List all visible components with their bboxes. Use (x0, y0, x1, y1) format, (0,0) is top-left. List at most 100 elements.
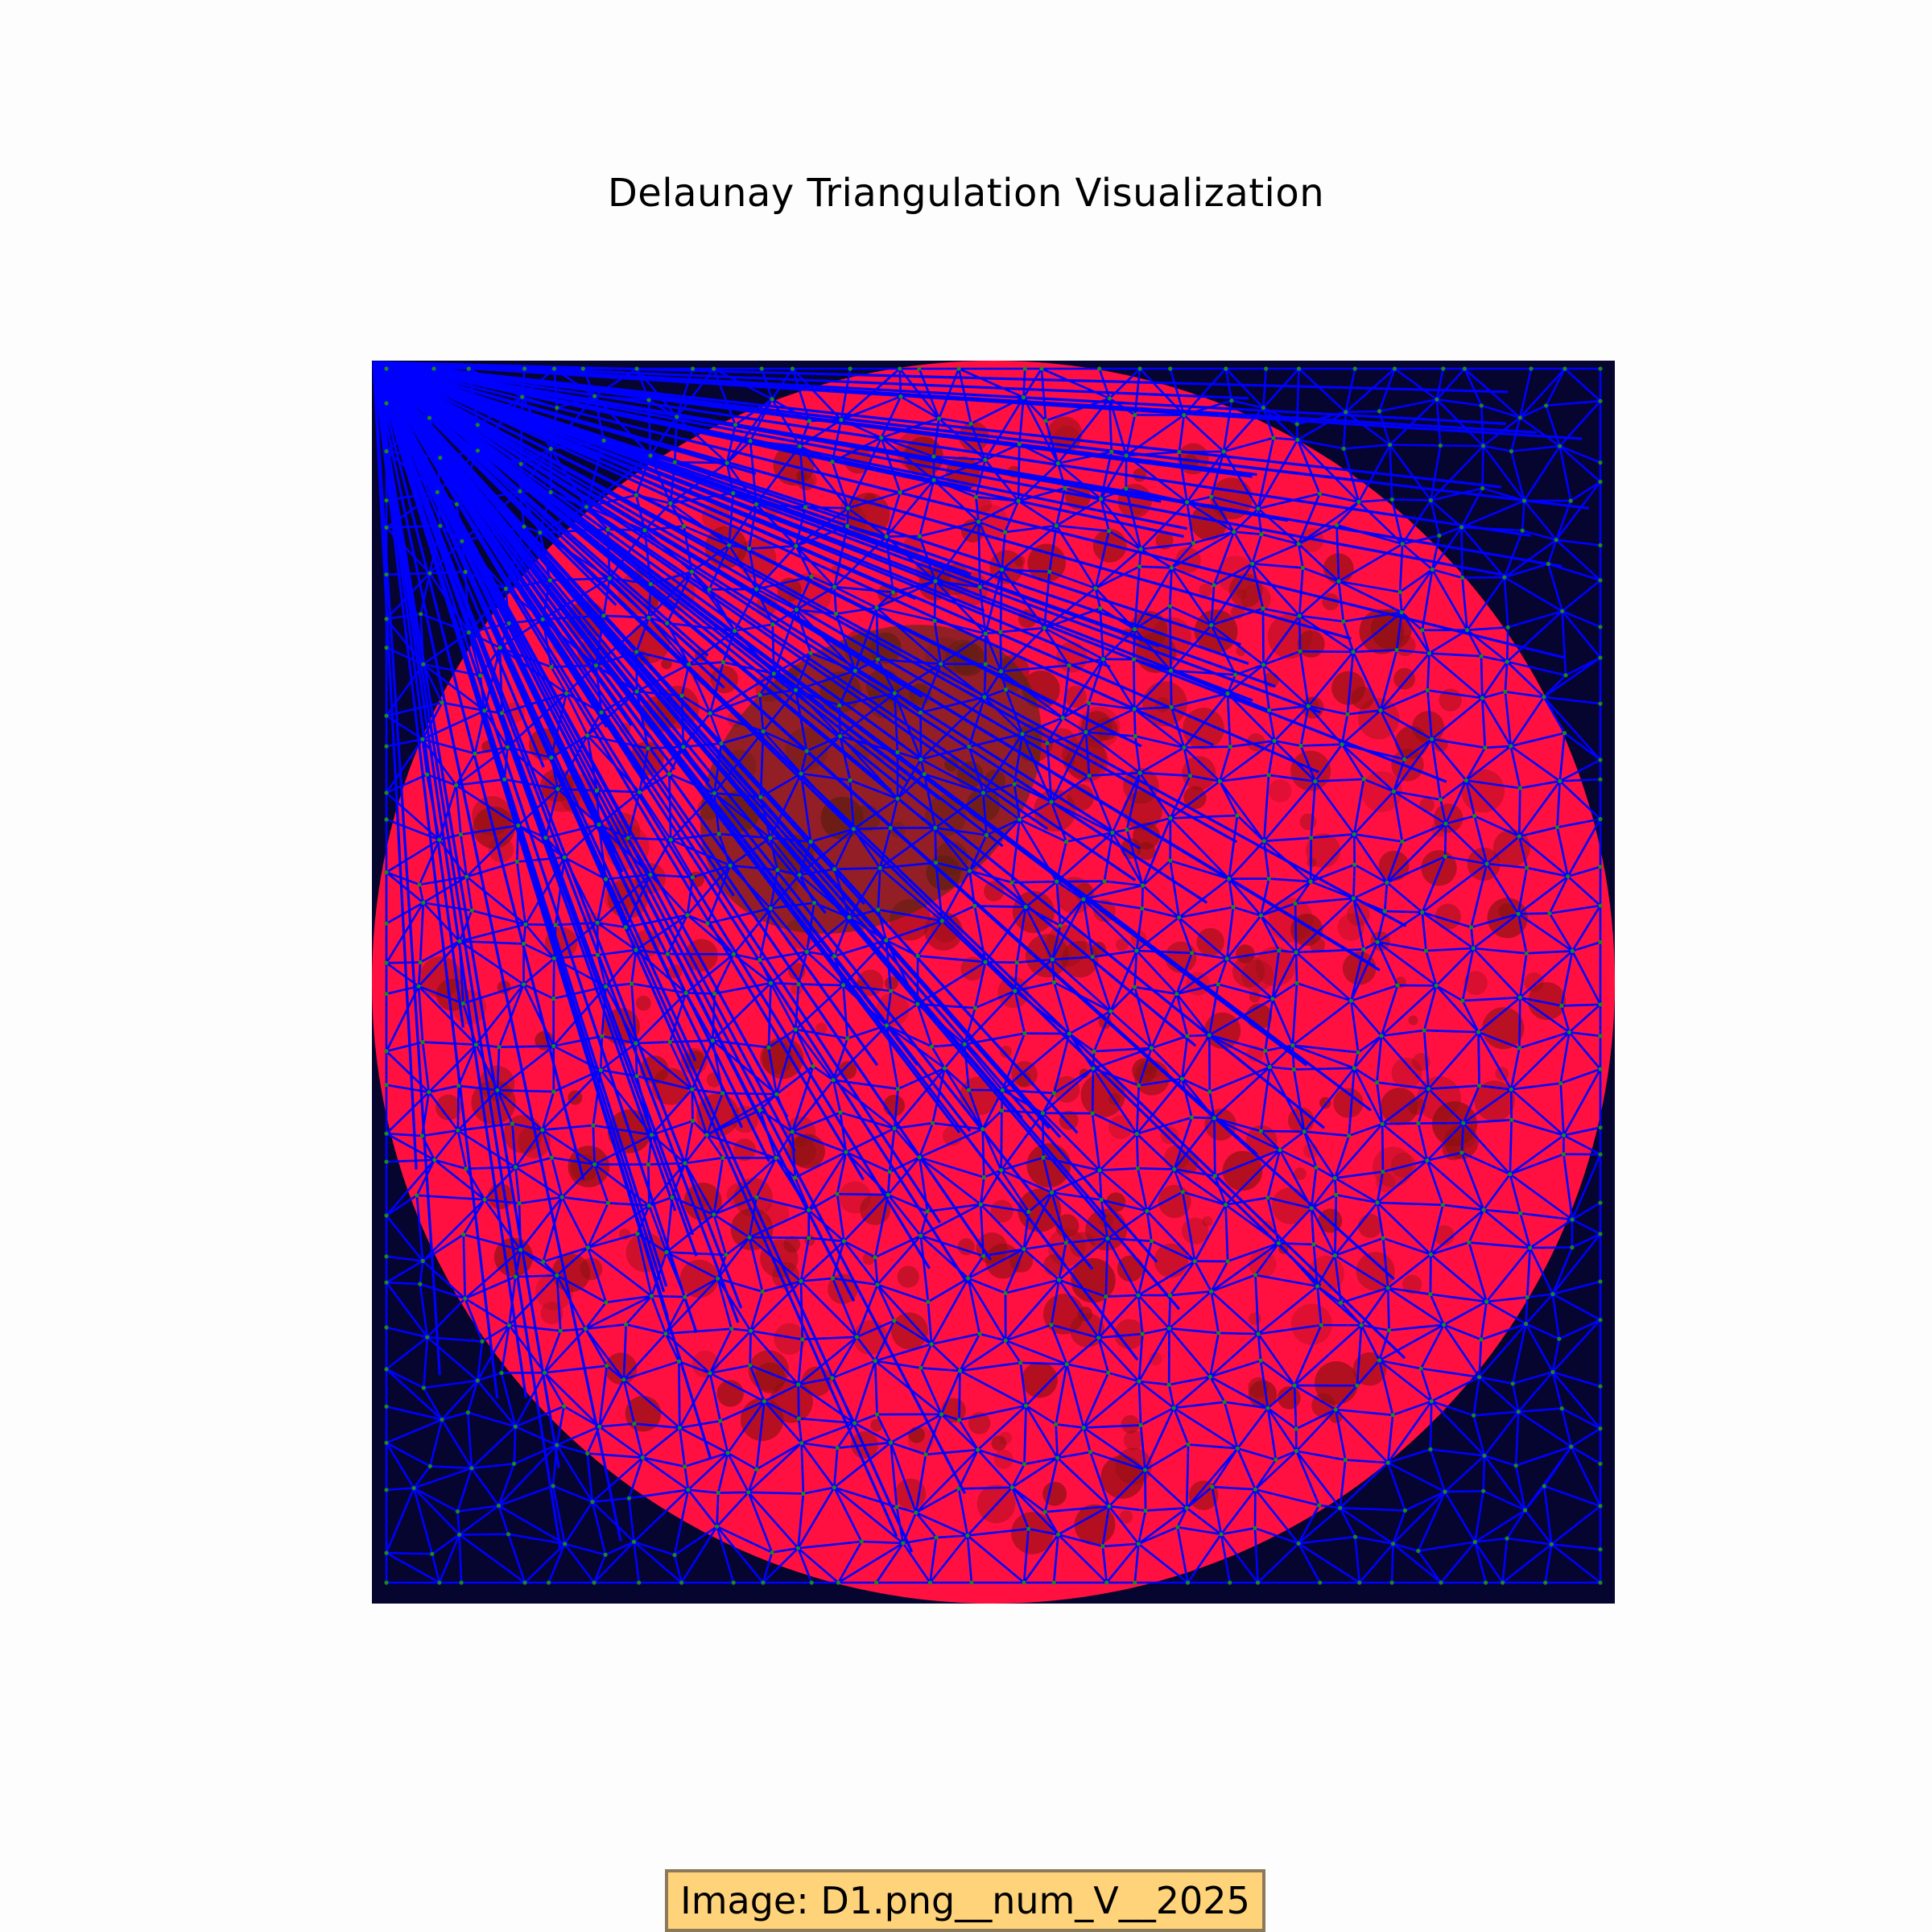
mesh-edge (1334, 1178, 1338, 1195)
mesh-edge (1168, 1376, 1211, 1386)
mesh-edge (845, 1151, 890, 1173)
vertex-point (599, 710, 604, 715)
vertex-point (747, 1235, 752, 1240)
vertex-point (454, 502, 459, 506)
mesh-edge (605, 1541, 635, 1556)
vertex-point (499, 711, 505, 716)
mesh-edge (1481, 661, 1509, 699)
mesh-edge (1262, 664, 1270, 711)
mesh-edge (806, 951, 844, 986)
mesh-edge (983, 1248, 1025, 1257)
mesh-edge (979, 1332, 1006, 1342)
vertex-point (873, 1255, 877, 1260)
vertex-point (1138, 547, 1143, 551)
vertex-point (675, 415, 679, 419)
mesh-edge (1000, 1169, 1030, 1213)
vertex-point (962, 1042, 967, 1046)
mesh-edge (385, 985, 420, 1052)
texture-blotch (1119, 1510, 1133, 1524)
mesh-edge (1334, 1409, 1347, 1460)
vertex-point (1351, 896, 1356, 901)
mesh-edge (679, 1427, 686, 1467)
mesh-edge (561, 1196, 589, 1249)
mesh-edge (523, 525, 541, 534)
mesh-edge (1525, 1293, 1554, 1325)
vertex-point (729, 1327, 734, 1331)
mesh-edge (1460, 1123, 1465, 1153)
vertex-point (523, 922, 528, 927)
mesh-edge (1514, 1411, 1520, 1466)
vertex-point (466, 366, 471, 371)
vertex-point (884, 535, 889, 539)
mesh-edge (1477, 1031, 1513, 1090)
vertex-point (626, 1496, 631, 1501)
vertex-point (1294, 1426, 1298, 1431)
mesh-edge (967, 1534, 1025, 1583)
mesh-edge (974, 961, 987, 1009)
mesh-edge (1430, 1208, 1484, 1256)
vertex-point (1344, 410, 1348, 415)
mesh-edge (647, 1164, 650, 1206)
mesh-edge (1062, 658, 1104, 719)
vertex-point (624, 1322, 629, 1327)
vertex-point (915, 1001, 920, 1006)
mesh-edge (1335, 1409, 1389, 1463)
mesh-edge (1181, 1191, 1196, 1261)
mesh-edge (1044, 420, 1059, 464)
mesh-edge (931, 1046, 946, 1069)
texture-blotch (1391, 1057, 1422, 1088)
mesh-edge (1466, 576, 1505, 631)
vertex-point (1221, 449, 1226, 454)
vertex-point (642, 528, 647, 533)
mesh-edge (919, 1344, 933, 1368)
fan-edge (372, 361, 441, 1376)
mesh-edge (1430, 445, 1442, 501)
vertex-point (1561, 1133, 1567, 1137)
vertex-point (1347, 1133, 1352, 1138)
vertex-point (1463, 778, 1468, 783)
fan-edge (373, 361, 1506, 425)
mesh-edge (1310, 1208, 1336, 1257)
vertex-point (1352, 1066, 1356, 1071)
vertex-point (1471, 946, 1476, 951)
vertex-point (748, 439, 753, 444)
mesh-edge (1018, 818, 1067, 843)
vertex-point (859, 1539, 864, 1544)
mesh-edge (727, 1451, 758, 1471)
mesh-edge (1363, 941, 1378, 951)
vertex-point (1253, 1525, 1257, 1530)
mesh-edge (623, 1378, 681, 1429)
vertex-point (982, 695, 987, 700)
mesh-edge (880, 861, 936, 869)
vertex-point (454, 782, 459, 788)
mesh-edge (1186, 1507, 1222, 1535)
mesh-edge (1346, 651, 1355, 715)
mesh-edge (542, 1124, 594, 1131)
mesh-edge (1278, 949, 1297, 954)
mesh-edge (1228, 878, 1235, 908)
vertex-point (594, 788, 599, 793)
mesh-edge (1571, 1427, 1601, 1448)
texture-blotch (1434, 1225, 1455, 1246)
vertex-point (835, 1191, 840, 1196)
vertex-point (384, 572, 389, 577)
mesh-edge (1571, 1218, 1601, 1236)
vertex-point (1598, 865, 1603, 869)
mesh-edge (1429, 1448, 1447, 1492)
mesh-edge (1426, 690, 1433, 740)
mesh-edge (1381, 1238, 1389, 1289)
texture-blotch (1080, 1072, 1125, 1117)
mesh-edge (1252, 543, 1299, 565)
mesh-edge (679, 1373, 712, 1429)
vertex-point (646, 615, 651, 620)
vertex-point (384, 744, 389, 749)
mesh-edge (1435, 368, 1466, 401)
mesh-edge (441, 1380, 479, 1421)
mesh-edge (1257, 1333, 1262, 1361)
vertex-point (1389, 1580, 1394, 1585)
mesh-edge (837, 1542, 904, 1584)
vertex-point (898, 366, 902, 371)
mesh-edge (898, 368, 902, 397)
mesh-edge (1360, 1323, 1389, 1331)
fan-edge (372, 361, 1062, 1138)
